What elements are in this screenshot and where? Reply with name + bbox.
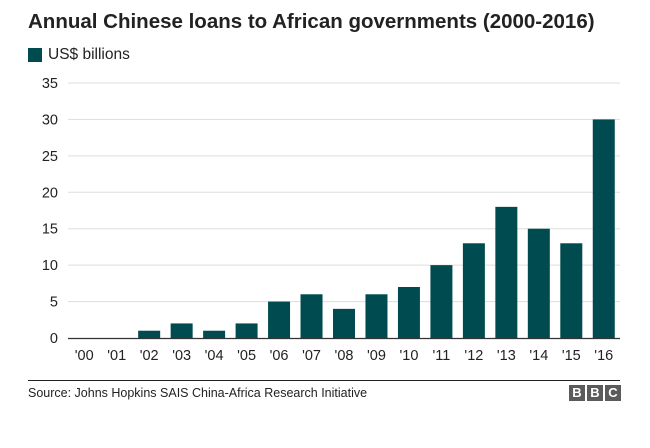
bar-chart: 0 5 10 15 20 25 30 35 '00 '01 '02 '03 '04 '05 '06 '07 '0… (42, 76, 620, 364)
x-tick-label: '02 (140, 348, 159, 364)
y-tick-label: 30 (42, 112, 58, 128)
bar (235, 323, 258, 338)
bar (203, 330, 226, 338)
y-tick-label: 20 (42, 185, 58, 201)
x-tick-label: '05 (237, 348, 256, 364)
bar (268, 301, 291, 338)
x-tick-label: '13 (497, 348, 516, 364)
bbc-logo-letter: B (587, 385, 603, 401)
bar (560, 243, 583, 338)
x-tick-label: '12 (464, 348, 483, 364)
x-tick-label: '07 (302, 348, 321, 364)
bar (333, 308, 355, 338)
bar (365, 294, 388, 338)
source-note: Source: Johns Hopkins SAIS China-Africa … (28, 386, 368, 400)
bar (300, 294, 323, 338)
x-tick-label: '16 (594, 348, 613, 364)
x-tick-label: '06 (270, 348, 289, 364)
bar (462, 243, 485, 338)
bar (397, 287, 420, 338)
x-tick-label: '09 (367, 348, 386, 364)
y-tick-label: 15 (42, 222, 58, 238)
x-tick-label: '04 (205, 348, 224, 364)
x-tick-label: '00 (75, 348, 94, 364)
footer-divider (28, 380, 620, 381)
bbc-logo-letter: B (569, 385, 585, 401)
bar (592, 119, 615, 338)
bar (170, 323, 193, 338)
x-tick-label: '10 (399, 348, 418, 364)
x-tick-label: '03 (172, 348, 191, 364)
x-tick-label: '08 (335, 348, 354, 364)
bar (527, 228, 550, 338)
y-tick-label: 25 (42, 149, 58, 165)
y-tick-label: 35 (42, 76, 58, 92)
bar (138, 330, 161, 338)
x-tick-label: '14 (529, 348, 548, 364)
bar (495, 206, 518, 338)
legend: US$ billions (28, 46, 130, 64)
x-tick-label: '01 (107, 348, 126, 364)
y-tick-label: 10 (42, 258, 58, 274)
bar (430, 265, 453, 338)
x-tick-label: '11 (432, 348, 450, 364)
legend-label: US$ billions (48, 46, 130, 63)
y-tick-label: 5 (50, 295, 58, 311)
legend-swatch (28, 48, 42, 62)
bbc-logo-letter: C (605, 385, 621, 401)
x-tick-label: '15 (562, 348, 581, 364)
y-tick-label: 0 (50, 331, 58, 347)
chart-title: Annual Chinese loans to African governme… (28, 10, 595, 33)
